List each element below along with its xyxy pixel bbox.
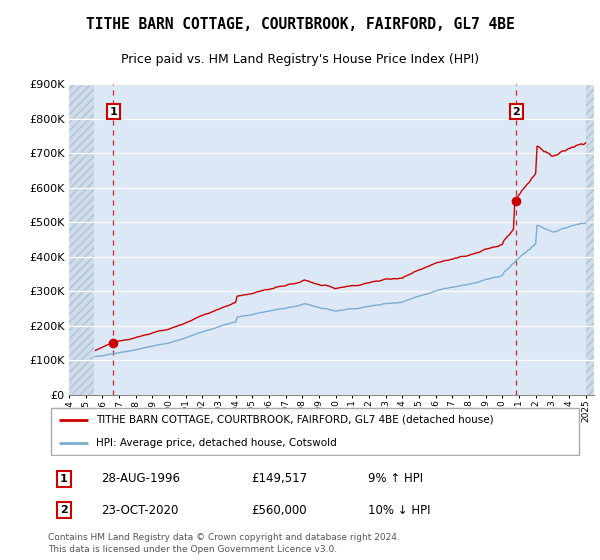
Text: 10% ↓ HPI: 10% ↓ HPI <box>368 504 431 517</box>
Text: Price paid vs. HM Land Registry's House Price Index (HPI): Price paid vs. HM Land Registry's House … <box>121 53 479 66</box>
Text: 28-AUG-1996: 28-AUG-1996 <box>101 472 181 486</box>
Text: TITHE BARN COTTAGE, COURTBROOK, FAIRFORD, GL7 4BE: TITHE BARN COTTAGE, COURTBROOK, FAIRFORD… <box>86 17 514 32</box>
Text: 2: 2 <box>60 505 68 515</box>
Text: Contains HM Land Registry data © Crown copyright and database right 2024.: Contains HM Land Registry data © Crown c… <box>48 533 400 542</box>
Text: 23-OCT-2020: 23-OCT-2020 <box>101 504 179 517</box>
Text: HPI: Average price, detached house, Cotswold: HPI: Average price, detached house, Cots… <box>96 438 337 448</box>
Text: 1: 1 <box>60 474 68 484</box>
Text: 2: 2 <box>512 106 520 116</box>
FancyBboxPatch shape <box>50 408 580 455</box>
Text: £149,517: £149,517 <box>251 472 307 486</box>
Polygon shape <box>586 84 594 395</box>
Text: TITHE BARN COTTAGE, COURTBROOK, FAIRFORD, GL7 4BE (detached house): TITHE BARN COTTAGE, COURTBROOK, FAIRFORD… <box>96 414 494 424</box>
Text: £560,000: £560,000 <box>251 504 307 517</box>
Text: 1: 1 <box>110 106 118 116</box>
Text: This data is licensed under the Open Government Licence v3.0.: This data is licensed under the Open Gov… <box>48 545 337 554</box>
Text: 9% ↑ HPI: 9% ↑ HPI <box>368 472 424 486</box>
Polygon shape <box>69 84 94 395</box>
